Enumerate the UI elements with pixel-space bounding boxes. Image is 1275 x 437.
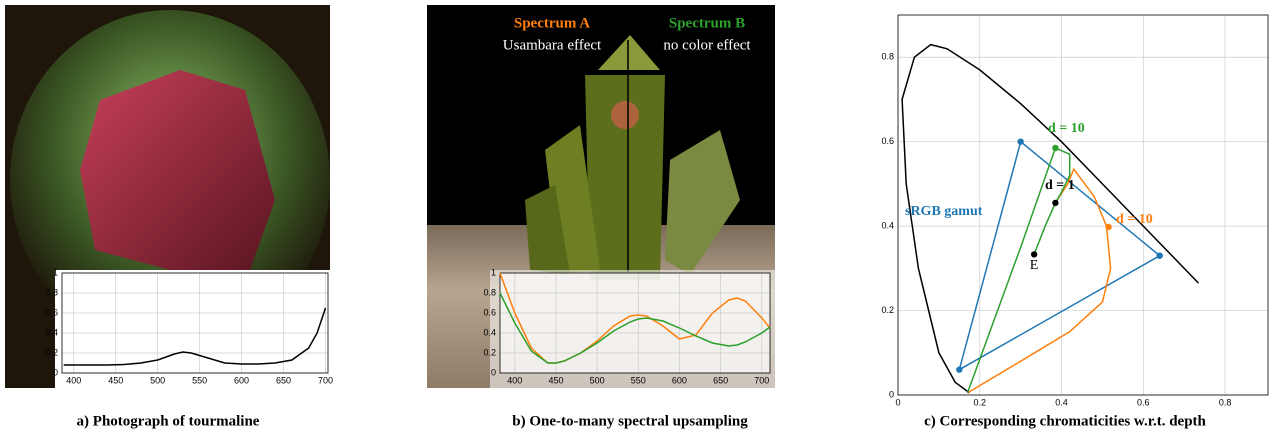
x-tick-label: 0 [895,397,900,407]
point [956,366,962,372]
annotation: Usambara effect [503,37,602,53]
page: 400 450 500 550 600 650 700 0 0.2 0.4 0.6 0.8 1 a) Ph… [0,0,1275,437]
x-tick-label: 0.6 [1137,397,1150,407]
y-tick-label: 0.2 [881,305,894,315]
y-tick-label: 0.8 [45,287,58,297]
y-tick-label: 0.2 [45,347,58,357]
y-tick-label: 0.8 [483,287,496,297]
series-name: Spectrum B [669,15,745,31]
plot-area [62,273,328,373]
series-line [959,142,1159,370]
y-tick-label: 1 [491,267,496,277]
annotation: d = 10 [1048,121,1085,136]
y-tick-label: 0.2 [483,347,496,357]
x-tick-label: 550 [192,375,207,385]
x-tick-label: 450 [548,375,563,385]
y-tick-label: 0.6 [483,307,496,317]
y-tick-label: 0 [889,389,894,399]
x-tick-label: 650 [713,375,728,385]
x-tick-label: 0.4 [1055,397,1068,407]
x-tick-label: 600 [672,375,687,385]
y-tick-label: 1 [53,267,58,277]
annotation: d = 1 [1045,178,1075,193]
y-tick-label: 0 [53,367,58,377]
annotation: d = 10 [1116,212,1153,227]
series-name: Spectrum A [514,15,590,31]
point [1105,224,1111,230]
point [1017,138,1023,144]
series-name: sRGB gamut [905,204,983,219]
x-tick-label: 450 [108,375,123,385]
x-tick-label: 500 [150,375,165,385]
x-tick-label: 400 [507,375,522,385]
x-tick-label: 650 [276,375,291,385]
figure: 400 450 500 550 600 650 700 0 0.2 0.4 0.6 0.8 1 a) Ph… [0,0,1275,437]
series-line [968,169,1111,393]
y-tick-label: 0.4 [881,220,894,230]
caption: b) One-to-many spectral upsampling [512,413,748,429]
y-tick-label: 0.6 [881,136,894,146]
point [1156,252,1162,258]
annotation: E [1030,258,1039,273]
y-tick-label: 0.4 [45,327,58,337]
x-tick-label: 700 [754,375,769,385]
x-tick-label: 500 [590,375,605,385]
y-tick-label: 0.4 [483,327,496,337]
point [1052,145,1058,151]
y-tick-label: 0 [491,367,496,377]
x-tick-label: 700 [318,375,333,385]
point [1031,251,1037,257]
y-tick-label: 0.6 [45,307,58,317]
x-tick-label: 0.2 [974,397,987,407]
caption: c) Corresponding chromaticities w.r.t. d… [924,413,1206,429]
x-tick-label: 600 [234,375,249,385]
x-tick-label: 550 [631,375,646,385]
y-tick-label: 0.8 [881,52,894,62]
point [1052,200,1058,206]
annotation: no color effect [663,37,751,53]
x-tick-label: 0.8 [1219,397,1232,407]
caption: a) Photograph of tourmaline [77,413,260,429]
x-tick-label: 400 [66,375,81,385]
